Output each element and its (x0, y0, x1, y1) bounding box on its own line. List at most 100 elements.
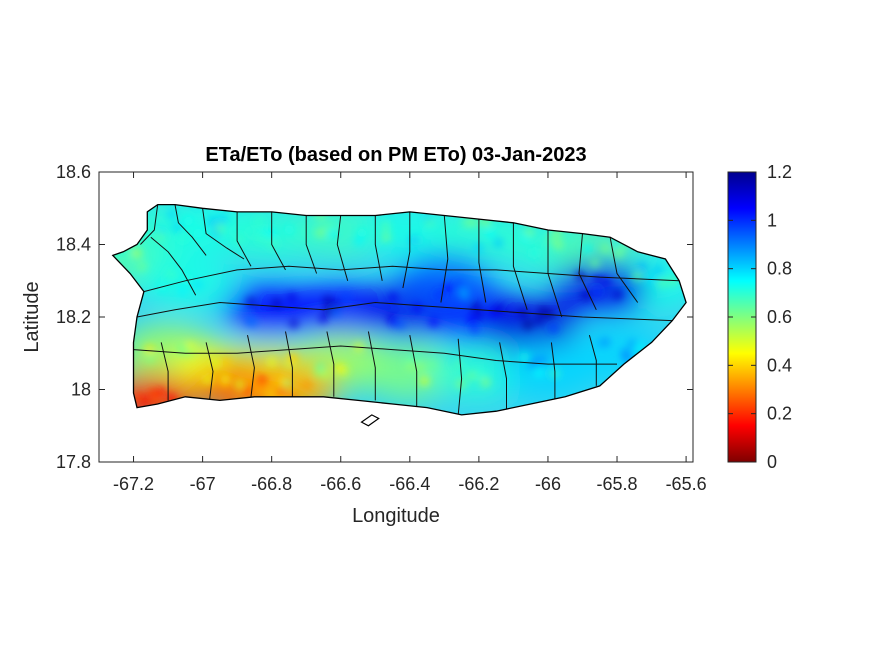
municipal-boundary (160, 342, 169, 401)
heat-speckle (473, 243, 484, 254)
heat-speckle (217, 214, 228, 225)
heat-speckle (247, 316, 258, 327)
heat-speckle (166, 209, 177, 220)
heat-speckle (288, 318, 299, 329)
colorbar-tick-label: 1.2 (767, 162, 792, 182)
municipal-boundary (305, 215, 318, 274)
municipal-boundary (143, 265, 680, 293)
heat-speckle (600, 243, 611, 254)
heat-speckle (318, 313, 329, 324)
heat-speckle (595, 338, 606, 349)
heat-speckle (553, 239, 564, 250)
heat-speckle (253, 216, 264, 227)
x-tick-label: -66.8 (251, 474, 292, 494)
heat-speckle (258, 227, 269, 238)
municipal-boundary (236, 211, 252, 267)
y-tick-label: 18.6 (56, 162, 91, 182)
heat-speckle (466, 370, 477, 381)
heat-speckle (234, 379, 245, 390)
heat-speckle (192, 279, 203, 290)
heat-speckle (353, 236, 364, 247)
heat-speckle (548, 323, 559, 334)
colorbar-tick-label: 0 (767, 452, 777, 472)
y-tick-label: 18 (71, 380, 91, 400)
colorbar-ticks: 0 0.2 0.4 0.6 0.8 1 1.2 (728, 162, 792, 472)
heat-speckle (220, 374, 231, 385)
heat-speckle (131, 248, 142, 259)
municipal-boundary (202, 208, 245, 260)
heat-speckle (356, 227, 367, 238)
x-tick-label: -65.8 (597, 474, 638, 494)
heat-speckle (277, 376, 288, 387)
municipal-boundary (205, 342, 214, 401)
heat-speckle (601, 276, 612, 287)
heat-speckle (322, 295, 333, 306)
municipal-boundary (609, 237, 639, 303)
colorbar: 0 0.2 0.4 0.6 0.8 1 1.2 (727, 162, 792, 472)
heat-speckle (428, 317, 439, 328)
municipal-boundary (550, 342, 556, 401)
map-axes: -67.2 -67 -66.8 -66.6 -66.4 -66.2 -66 -65.8 -65.… (56, 162, 707, 494)
municipal-boundary (136, 301, 673, 322)
colorbar-tick-label: 0.6 (767, 307, 792, 327)
heat-speckle (176, 342, 187, 353)
heat-speckle (488, 307, 499, 318)
heat-speckle (286, 292, 297, 303)
heat-speckle (458, 285, 469, 296)
heat-speckle (451, 358, 462, 369)
heat-speckle (215, 223, 226, 234)
heat-speckle (522, 319, 533, 330)
heat-speckle (284, 224, 295, 235)
heat-sample (361, 343, 458, 400)
y-tick-label: 18.4 (56, 235, 91, 255)
heat-speckle (533, 315, 544, 326)
heat-speckle (154, 231, 165, 242)
municipal-boundary (512, 222, 528, 310)
municipal-boundary (457, 338, 463, 415)
y-axis-ticks: 17.8 18 18.2 18.4 18.6 (56, 162, 693, 472)
heat-speckle (411, 303, 422, 314)
y-axis-label: Latitude (21, 281, 43, 352)
municipal-boundary (367, 331, 376, 401)
heat-speckle (485, 228, 496, 239)
heat-speckle (529, 247, 540, 258)
x-tick-label: -66.6 (320, 474, 361, 494)
heat-speckle (480, 377, 491, 388)
heat-speckle (415, 362, 426, 373)
municipal-boundary (140, 204, 159, 245)
heat-speckle (538, 354, 549, 365)
heat-speckle (221, 357, 232, 368)
heat-speckle (534, 367, 545, 378)
heat-speckle (171, 222, 182, 233)
heat-speckle (207, 216, 218, 227)
heat-speckle (183, 215, 194, 226)
municipal-boundary (285, 331, 293, 397)
heat-speckle (340, 291, 351, 302)
municipal-boundary (402, 211, 411, 289)
heat-speckle (493, 237, 504, 248)
heat-speckle (632, 271, 643, 282)
heat-speckle (410, 352, 421, 363)
heat-speckle (637, 261, 648, 272)
municipal-boundary (578, 233, 597, 311)
heat-speckle (427, 360, 438, 371)
municipal-boundary (588, 334, 597, 386)
heat-speckle (409, 235, 420, 246)
heat-speckle (591, 286, 602, 297)
heat-speckle (476, 369, 487, 380)
islets (360, 414, 380, 427)
heat-speckle (652, 264, 663, 275)
heat-speckle (530, 356, 541, 367)
heat-speckle (467, 217, 478, 228)
heat-speckle (167, 271, 178, 282)
municipal-boundary (374, 215, 383, 281)
heat-speckle (145, 353, 156, 364)
heat-speckle (266, 357, 277, 368)
heat-speckle (271, 298, 282, 309)
municipal-boundary (478, 219, 487, 303)
heat-speckle (466, 314, 477, 325)
heat-speckle (327, 228, 338, 239)
heat-speckle (123, 248, 134, 259)
heat-speckle (405, 360, 416, 371)
